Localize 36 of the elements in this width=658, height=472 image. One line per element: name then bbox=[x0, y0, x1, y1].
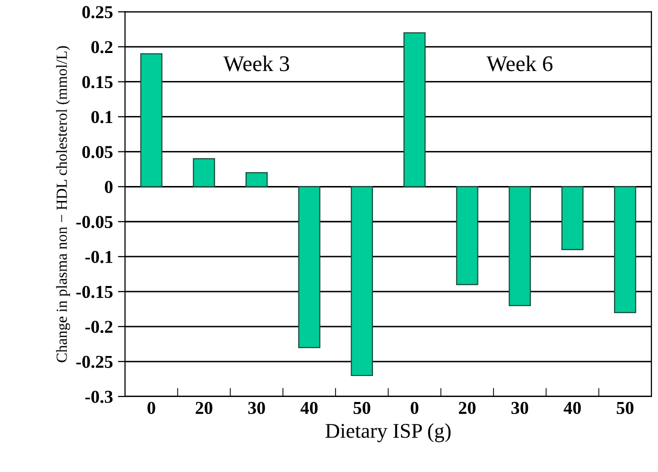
bar bbox=[246, 172, 268, 188]
x-tick-label: 20 bbox=[458, 402, 476, 414]
y-tick-label: 0.05 bbox=[82, 146, 113, 158]
annotation: Week 6 bbox=[486, 56, 553, 72]
y-tick-label: -0.1 bbox=[85, 250, 112, 264]
bar bbox=[456, 186, 478, 286]
x-tick-label: 40 bbox=[564, 402, 581, 414]
annotation: Week 3 bbox=[223, 56, 290, 72]
bar bbox=[403, 32, 426, 188]
bar bbox=[508, 186, 531, 306]
y-axis-title: Change in plasma non − HDL cholesterol (mmol/L) bbox=[56, 46, 70, 362]
x-axis-title: Dietary ISP (g) bbox=[326, 423, 451, 442]
x-tick-label: 50 bbox=[354, 402, 370, 414]
bar bbox=[192, 158, 216, 188]
y-tick-label: -0.05 bbox=[76, 216, 113, 228]
x-tick-label: 30 bbox=[511, 402, 528, 414]
x-tick-label: 0 bbox=[148, 402, 156, 414]
y-tick-label: -0.2 bbox=[85, 320, 112, 334]
x-tick-label: 50 bbox=[616, 402, 634, 414]
bar bbox=[614, 186, 636, 314]
y-tick-label: 0.2 bbox=[91, 41, 112, 54]
x-tick-label: 20 bbox=[196, 402, 212, 414]
y-tick-label: 0.15 bbox=[82, 76, 113, 88]
bar bbox=[140, 53, 162, 188]
x-tick-label: 40 bbox=[300, 402, 318, 414]
x-tick-label: 0 bbox=[410, 402, 418, 414]
y-tick-label: -0.25 bbox=[76, 356, 113, 368]
bar bbox=[561, 186, 584, 250]
bar bbox=[298, 186, 320, 348]
y-tick-label: -0.3 bbox=[85, 390, 113, 403]
x-tick-label: 30 bbox=[248, 402, 265, 414]
y-tick-label: 0.1 bbox=[91, 110, 112, 124]
y-tick-label: 0 bbox=[104, 180, 113, 194]
bar bbox=[350, 186, 373, 376]
y-tick-label: -0.15 bbox=[76, 286, 113, 298]
y-tick-label: 0.25 bbox=[82, 6, 113, 18]
